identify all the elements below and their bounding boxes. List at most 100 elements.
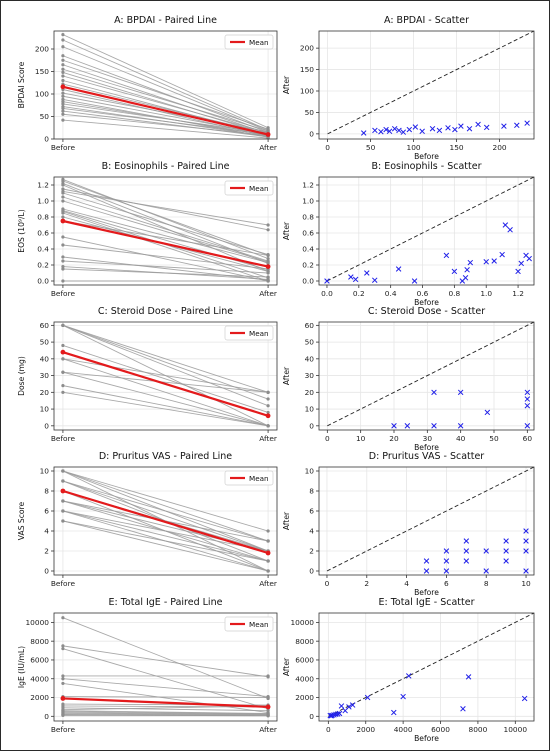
legend: Mean xyxy=(225,471,273,485)
scatter-point xyxy=(397,128,402,133)
y-tick-label: 4 xyxy=(309,527,314,536)
subject-line xyxy=(63,269,268,277)
y-tick-label: 8000 xyxy=(30,637,49,646)
x-tick-label: 10 xyxy=(356,434,366,443)
scatter-point xyxy=(392,126,397,131)
panel-9: E: Total IgE - Paired Line02000400060008… xyxy=(17,597,278,734)
panel-title: C: Steroid Dose - Paired Line xyxy=(98,306,233,317)
x-tick-label: 2000 xyxy=(356,725,375,734)
subject-line xyxy=(63,521,268,561)
y-axis-label: After xyxy=(282,366,291,385)
x-tick-label: 4000 xyxy=(394,725,413,734)
subject-point xyxy=(61,243,64,246)
y-tick-label: 0 xyxy=(309,712,314,721)
scatter-point xyxy=(437,128,442,133)
panel-title: A: BPDAI - Paired Line xyxy=(114,15,217,26)
y-tick-label: 0 xyxy=(44,567,49,576)
mean-point xyxy=(61,84,66,89)
panel-1: A: BPDAI - Paired Line050100150200Before… xyxy=(17,15,278,152)
scatter-point xyxy=(372,278,377,283)
subject-point xyxy=(61,92,64,95)
x-tick-label: 60 xyxy=(523,434,533,443)
subject-line xyxy=(63,511,268,561)
y-tick-label: 0.0 xyxy=(37,277,49,286)
scatter-point xyxy=(406,674,411,679)
subject-point xyxy=(61,199,64,202)
y-tick-label: 0 xyxy=(309,567,314,576)
subject-point xyxy=(266,424,269,427)
subject-point xyxy=(266,279,269,282)
x-tick-label: 8 xyxy=(484,579,489,588)
subject-point xyxy=(61,59,64,62)
x-tick-label: 50 xyxy=(366,143,376,152)
x-tick-label: 6000 xyxy=(431,725,450,734)
subject-point xyxy=(266,275,269,278)
scatter-point xyxy=(348,275,353,280)
y-tick-label: 0 xyxy=(44,421,49,430)
x-tick-label: 0.2 xyxy=(353,289,365,298)
y-tick-label: 30 xyxy=(305,371,315,380)
y-tick-label: 0.6 xyxy=(302,229,314,238)
subject-point xyxy=(266,271,269,274)
y-tick-label: 150 xyxy=(35,67,49,76)
y-tick-label: 0.4 xyxy=(302,245,314,254)
x-tick-label: Before xyxy=(51,143,76,152)
panel-title: E: Total IgE - Paired Line xyxy=(109,597,223,608)
subject-point xyxy=(266,559,269,562)
legend-label: Mean xyxy=(249,184,269,193)
legend: Mean xyxy=(225,181,273,195)
scatter-point xyxy=(339,704,344,709)
subject-point xyxy=(61,267,64,270)
y-tick-label: 0 xyxy=(309,421,314,430)
identity-diagonal-line xyxy=(327,467,534,571)
subject-point xyxy=(61,33,64,36)
scatter-point xyxy=(461,706,466,711)
identity-diagonal-line xyxy=(328,613,534,716)
subject-point xyxy=(61,519,64,522)
mean-point xyxy=(266,413,271,418)
plot-area xyxy=(328,613,534,718)
plot-area xyxy=(327,322,534,428)
legend-label: Mean xyxy=(249,329,269,338)
y-tick-label: 8 xyxy=(309,487,314,496)
x-tick-label: 4 xyxy=(404,579,409,588)
y-axis-label: Dose (mg) xyxy=(17,356,26,396)
panel-title: E: Total IgE - Scatter xyxy=(378,597,474,608)
subject-point xyxy=(266,569,269,572)
legend-label: Mean xyxy=(249,38,269,47)
x-tick-label: Before xyxy=(51,289,76,298)
scatter-point xyxy=(465,267,470,272)
scatter-point xyxy=(361,131,366,136)
x-axis-label: Before xyxy=(414,734,439,743)
mean-point xyxy=(61,489,66,494)
subject-point xyxy=(61,110,64,113)
subject-point xyxy=(61,714,64,717)
axes-frame xyxy=(319,31,534,139)
y-tick-label: 10 xyxy=(40,467,50,476)
subject-point xyxy=(61,211,64,214)
x-tick-label: 1.2 xyxy=(512,289,524,298)
y-tick-label: 4000 xyxy=(295,674,314,683)
subject-point xyxy=(266,539,269,542)
subject-point xyxy=(61,255,64,258)
y-tick-label: 6000 xyxy=(30,656,49,665)
x-tick-label: 2 xyxy=(364,579,369,588)
legend: Mean xyxy=(225,326,273,340)
plot-area xyxy=(328,31,534,135)
panel-title: C: Steroid Dose - Scatter xyxy=(368,306,485,317)
plot-area xyxy=(327,467,534,573)
scatter-point xyxy=(503,223,508,228)
subject-point xyxy=(266,261,269,264)
x-tick-label: After xyxy=(259,434,278,443)
subject-line xyxy=(63,221,268,255)
y-tick-label: 50 xyxy=(305,338,315,347)
scatter-point xyxy=(525,121,530,126)
scatter-point xyxy=(424,559,429,564)
y-tick-label: 0.0 xyxy=(302,277,314,286)
panel-10: E: Total IgE - Scatter020004000600080001… xyxy=(282,597,534,743)
panel-title: A: BPDAI - Scatter xyxy=(384,15,469,26)
subject-point xyxy=(61,677,64,680)
subject-point xyxy=(266,674,269,677)
x-tick-label: 0 xyxy=(325,143,330,152)
